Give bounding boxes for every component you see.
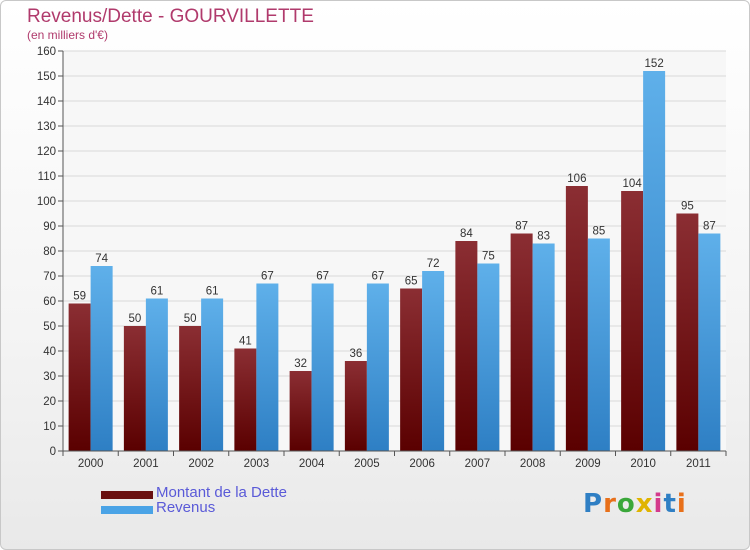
bar-debt-2005: [344, 361, 367, 451]
y-tick-label: 130: [37, 121, 56, 133]
bar-debt-2000: [68, 303, 91, 451]
bar-debt-2008: [510, 233, 533, 451]
data-label-revenue-2000: 74: [95, 253, 108, 265]
data-label-debt-2009: 106: [567, 173, 586, 185]
y-tick-label: 70: [43, 271, 56, 283]
data-label-revenue-2009: 85: [592, 226, 605, 238]
y-tick-label: 110: [38, 171, 56, 183]
bars: 59 74 50 61 50 61 41 67 32 67 36 67 65 72 84 75 87 83 106 8…: [68, 58, 721, 451]
data-label-debt-2005: 36: [349, 348, 362, 360]
x-axis: 2000 2001 2002 2003 2004 2005 2006 2007 2008 2009…: [62, 450, 727, 470]
logo-letter: x: [635, 489, 654, 519]
bar-debt-2003: [234, 348, 257, 451]
bar-revenue-2005: [366, 283, 389, 451]
bar-revenue-2011: [698, 233, 721, 451]
data-label-revenue-2005: 67: [371, 271, 384, 283]
legend-swatch-debt: [101, 491, 153, 499]
x-tick-label: 2002: [188, 458, 214, 470]
x-tick-label: 2005: [354, 458, 380, 470]
chart-title: Revenus/Dette - GOURVILLETTE: [27, 6, 314, 27]
y-axis: 0 10 20 30 40 50 60 70 80 90 100 110 120 130 140 150 160: [37, 46, 64, 458]
y-tick-label: 80: [43, 246, 56, 258]
logo-letter: t: [663, 489, 677, 519]
chart-subtitle: (en milliers d'€): [27, 28, 108, 42]
bar-debt-2010: [621, 191, 644, 451]
data-label-revenue-2007: 75: [482, 251, 495, 263]
data-label-revenue-2008: 83: [537, 231, 550, 243]
x-tick-label: 2007: [465, 458, 491, 470]
y-tick-label: 160: [37, 46, 56, 58]
bar-revenue-2007: [477, 263, 500, 451]
legend-label-debt: Montant de la Dette: [156, 484, 287, 501]
bar-revenue-2006: [422, 271, 445, 451]
y-tick-label: 120: [37, 146, 56, 158]
x-tick-label: 2006: [409, 458, 435, 470]
logo-letter: o: [616, 489, 636, 519]
y-tick-label: 150: [37, 71, 56, 83]
bar-debt-2011: [676, 213, 699, 451]
data-label-debt-2008: 87: [515, 221, 528, 233]
bar-revenue-2002: [201, 298, 224, 451]
y-tick-label: 140: [37, 96, 56, 108]
data-label-revenue-2003: 67: [261, 271, 274, 283]
y-tick-label: 10: [43, 421, 56, 433]
legend-label-revenue: Revenus: [156, 499, 216, 516]
bar-debt-2002: [179, 326, 202, 451]
data-label-revenue-2011: 87: [703, 221, 716, 233]
data-label-debt-2011: 95: [681, 201, 694, 213]
data-label-debt-2003: 41: [239, 336, 252, 348]
data-label-revenue-2002: 61: [206, 286, 219, 298]
y-tick-label: 20: [43, 396, 56, 408]
y-tick-label: 60: [43, 296, 56, 308]
data-label-debt-2010: 104: [623, 178, 643, 190]
data-label-revenue-2010: 152: [645, 58, 664, 70]
y-tick-label: 100: [37, 196, 56, 208]
data-label-revenue-2004: 67: [316, 271, 329, 283]
logo-letter: i: [676, 489, 687, 519]
bar-revenue-2003: [256, 283, 279, 451]
data-label-revenue-2006: 72: [427, 258, 440, 270]
bar-debt-2007: [455, 241, 478, 451]
y-tick-label: 0: [50, 446, 56, 458]
x-tick-label: 2001: [133, 458, 159, 470]
data-label-debt-2007: 84: [460, 228, 473, 240]
legend-swatch-revenue: [101, 506, 153, 514]
bar-debt-2001: [123, 326, 146, 451]
bar-revenue-2000: [90, 266, 113, 451]
x-tick-label: 2011: [686, 458, 711, 470]
x-tick-label: 2000: [78, 458, 104, 470]
bar-revenue-2001: [145, 298, 168, 451]
bar-debt-2006: [400, 288, 423, 451]
x-tick-label: 2004: [299, 458, 325, 470]
y-tick-label: 40: [43, 346, 56, 358]
x-tick-label: 2009: [575, 458, 601, 470]
data-label-debt-2004: 32: [294, 358, 307, 370]
bar-revenue-2010: [643, 71, 666, 451]
data-label-revenue-2001: 61: [150, 286, 163, 298]
data-label-debt-2000: 59: [73, 291, 86, 303]
logo-letter: i: [653, 489, 664, 519]
y-tick-label: 30: [43, 371, 56, 383]
data-label-debt-2001: 50: [128, 313, 141, 325]
proxiti-logo: Proxiti: [583, 489, 687, 519]
bar-revenue-2004: [311, 283, 334, 451]
logo-letter: P: [583, 489, 604, 519]
x-tick-label: 2008: [520, 458, 546, 470]
bar-debt-2009: [565, 186, 588, 451]
x-tick-label: 2010: [630, 458, 656, 470]
bar-revenue-2008: [532, 243, 555, 451]
data-label-debt-2006: 65: [405, 276, 418, 288]
gridlines: [63, 50, 726, 452]
y-tick-label: 50: [43, 321, 56, 333]
bar-revenue-2009: [587, 238, 610, 451]
bar-debt-2004: [289, 371, 312, 451]
data-label-debt-2002: 50: [184, 313, 197, 325]
logo-letter: r: [603, 489, 617, 519]
x-tick-label: 2003: [244, 458, 270, 470]
y-tick-label: 90: [43, 221, 56, 233]
